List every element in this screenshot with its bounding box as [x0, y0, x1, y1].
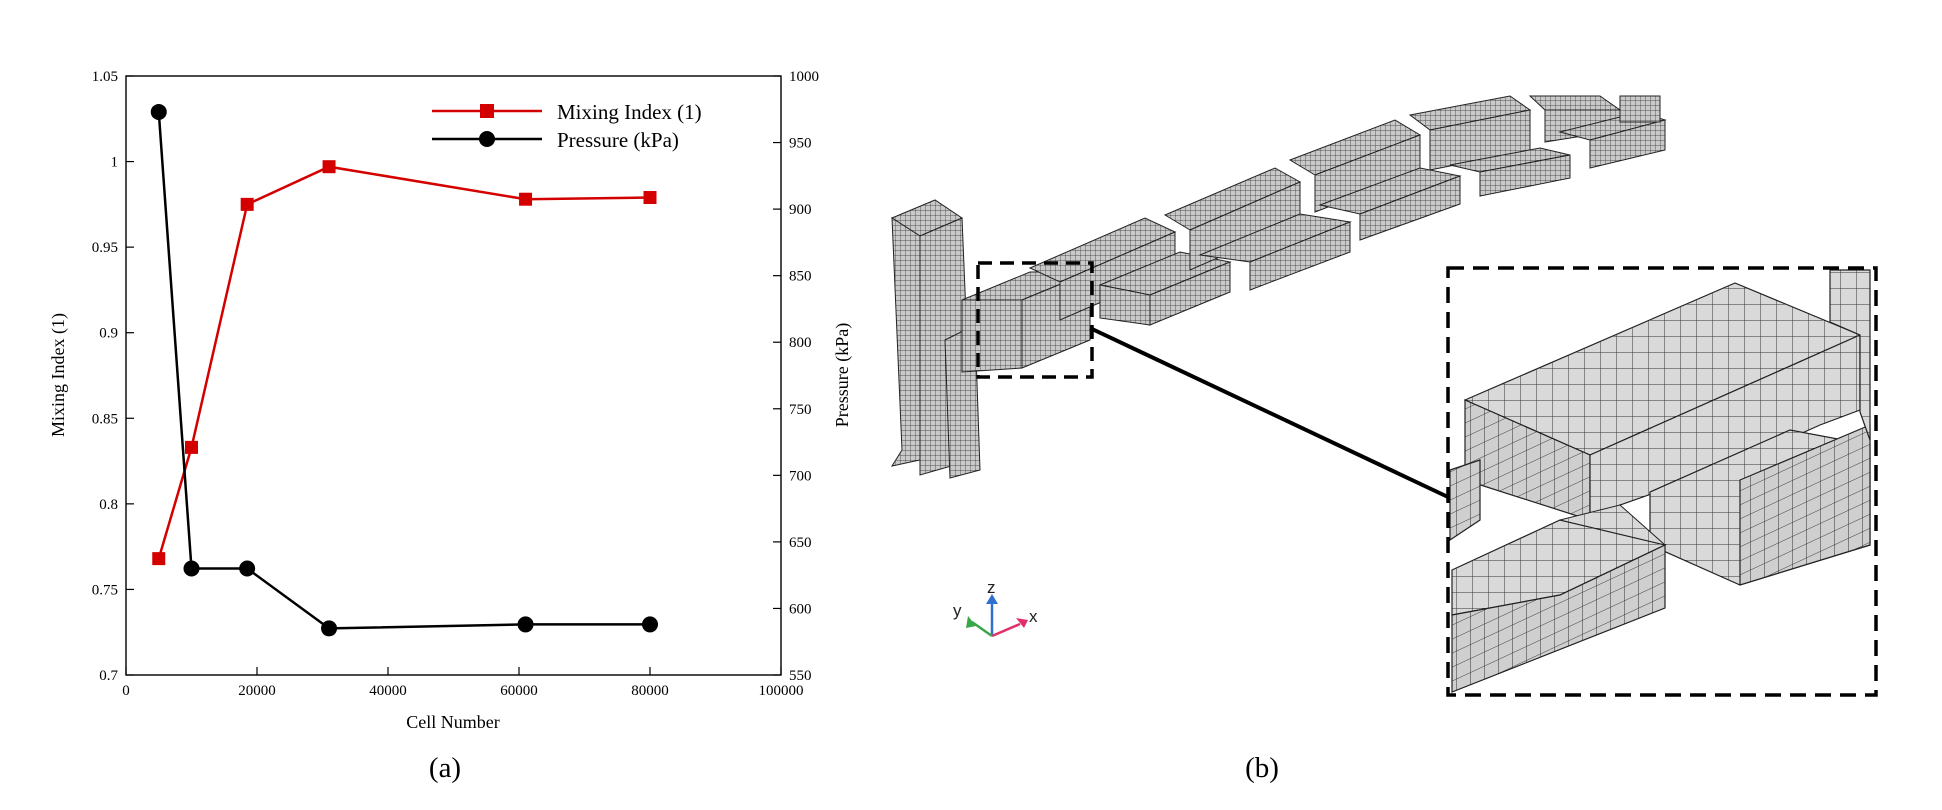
- zoom-selection-box: [976, 261, 1094, 379]
- data-point-pressure: [150, 103, 167, 120]
- x-tick-label: 80000: [631, 683, 669, 699]
- data-point-mixing-index: [643, 191, 657, 205]
- data-point-mixing-index: [240, 197, 254, 211]
- y2-tick-label: 950: [789, 136, 812, 152]
- x-tick-label: 60000: [500, 683, 538, 699]
- data-point-mixing-index: [519, 192, 533, 206]
- y2-tick-label: 650: [789, 535, 812, 551]
- data-point-mixing-index: [152, 552, 166, 566]
- line-chart: 0 20000 40000 60000 80000 100000 0.70.750.80.…: [48, 69, 853, 784]
- data-point-mixing-index: [185, 440, 198, 454]
- y2-tick-label: 750: [789, 402, 812, 418]
- series-layer: [150, 103, 658, 637]
- data-point-pressure: [321, 620, 338, 637]
- y2-tick-label: 850: [789, 269, 812, 285]
- y-axis-left: 0.7 0.75 0.8 0.85 0.9 0.95 1 1.05: [92, 69, 134, 684]
- coordinate-triad: z x y: [953, 578, 1038, 638]
- y2-tick-label: 800: [789, 335, 812, 351]
- legend-label-mixing: Mixing Index (1): [557, 100, 702, 124]
- mesh-view: z x y (b): [890, 95, 1878, 784]
- panel-label-b: (b): [1245, 752, 1279, 784]
- legend-marker-pressure: [479, 131, 495, 147]
- y-axis-title: Mixing Index (1): [48, 313, 69, 437]
- triad-label-x: x: [1029, 607, 1038, 626]
- y2-tick-label: 600: [789, 601, 812, 617]
- x-axis: 0 20000 40000 60000 80000 100000: [122, 667, 804, 699]
- triad-label-z: z: [987, 578, 996, 597]
- y-tick-label: 1.05: [92, 69, 118, 85]
- series-line-pressure: [157, 111, 650, 630]
- y-tick-label: 1: [111, 155, 119, 171]
- y-tick-label: 0.9: [99, 326, 118, 342]
- y2-tick-label: 1000: [789, 69, 819, 85]
- series-line-mixing-index: [157, 165, 651, 559]
- x-axis-title: Cell Number: [406, 712, 499, 732]
- y-tick-label: 0.75: [92, 582, 118, 598]
- y-axis-right: 550 600 650 700 750 800 850 900 950 1000: [773, 69, 819, 684]
- y2-tick-label: 900: [789, 202, 812, 218]
- y2-axis-title: Pressure (kPa): [832, 323, 853, 427]
- y-tick-label: 0.8: [99, 497, 118, 513]
- x-tick-label: 100000: [759, 683, 804, 699]
- panel-label-a: (a): [429, 752, 461, 784]
- plot-frame: [125, 75, 782, 676]
- y2-tick-label: 550: [789, 668, 812, 684]
- y-tick-label: 0.95: [92, 240, 118, 256]
- data-point-mixing-index: [322, 160, 336, 174]
- zoom-frame: [1446, 266, 1878, 697]
- y2-tick-label: 700: [789, 468, 812, 484]
- legend-marker-mixing: [480, 104, 494, 118]
- x-tick-label: 20000: [238, 683, 276, 699]
- legend: Mixing Index (1) Pressure (kPa): [432, 100, 702, 152]
- zoom-inset: [1446, 266, 1878, 697]
- y-tick-label: 0.7: [99, 668, 118, 684]
- legend-label-pressure: Pressure (kPa): [557, 128, 679, 152]
- y-tick-label: 0.85: [92, 411, 118, 427]
- x-tick-label: 0: [122, 683, 130, 699]
- data-point-pressure: [183, 560, 200, 577]
- triad-label-y: y: [953, 601, 962, 620]
- data-point-pressure: [642, 616, 658, 633]
- data-point-pressure: [239, 560, 256, 577]
- data-point-pressure: [517, 616, 534, 633]
- x-tick-label: 40000: [369, 683, 407, 699]
- inlet-column: [890, 199, 981, 479]
- zoom-connector-line: [1089, 326, 1449, 499]
